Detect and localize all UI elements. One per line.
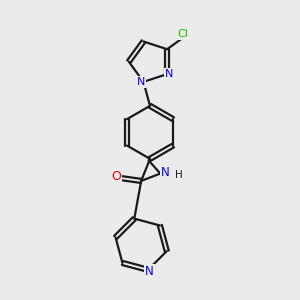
Text: H: H <box>175 170 182 180</box>
Text: N: N <box>161 166 170 178</box>
Text: O: O <box>112 170 122 183</box>
Text: N: N <box>137 77 145 87</box>
Text: Cl: Cl <box>177 29 188 39</box>
Text: N: N <box>145 265 154 278</box>
Text: N: N <box>165 69 174 79</box>
